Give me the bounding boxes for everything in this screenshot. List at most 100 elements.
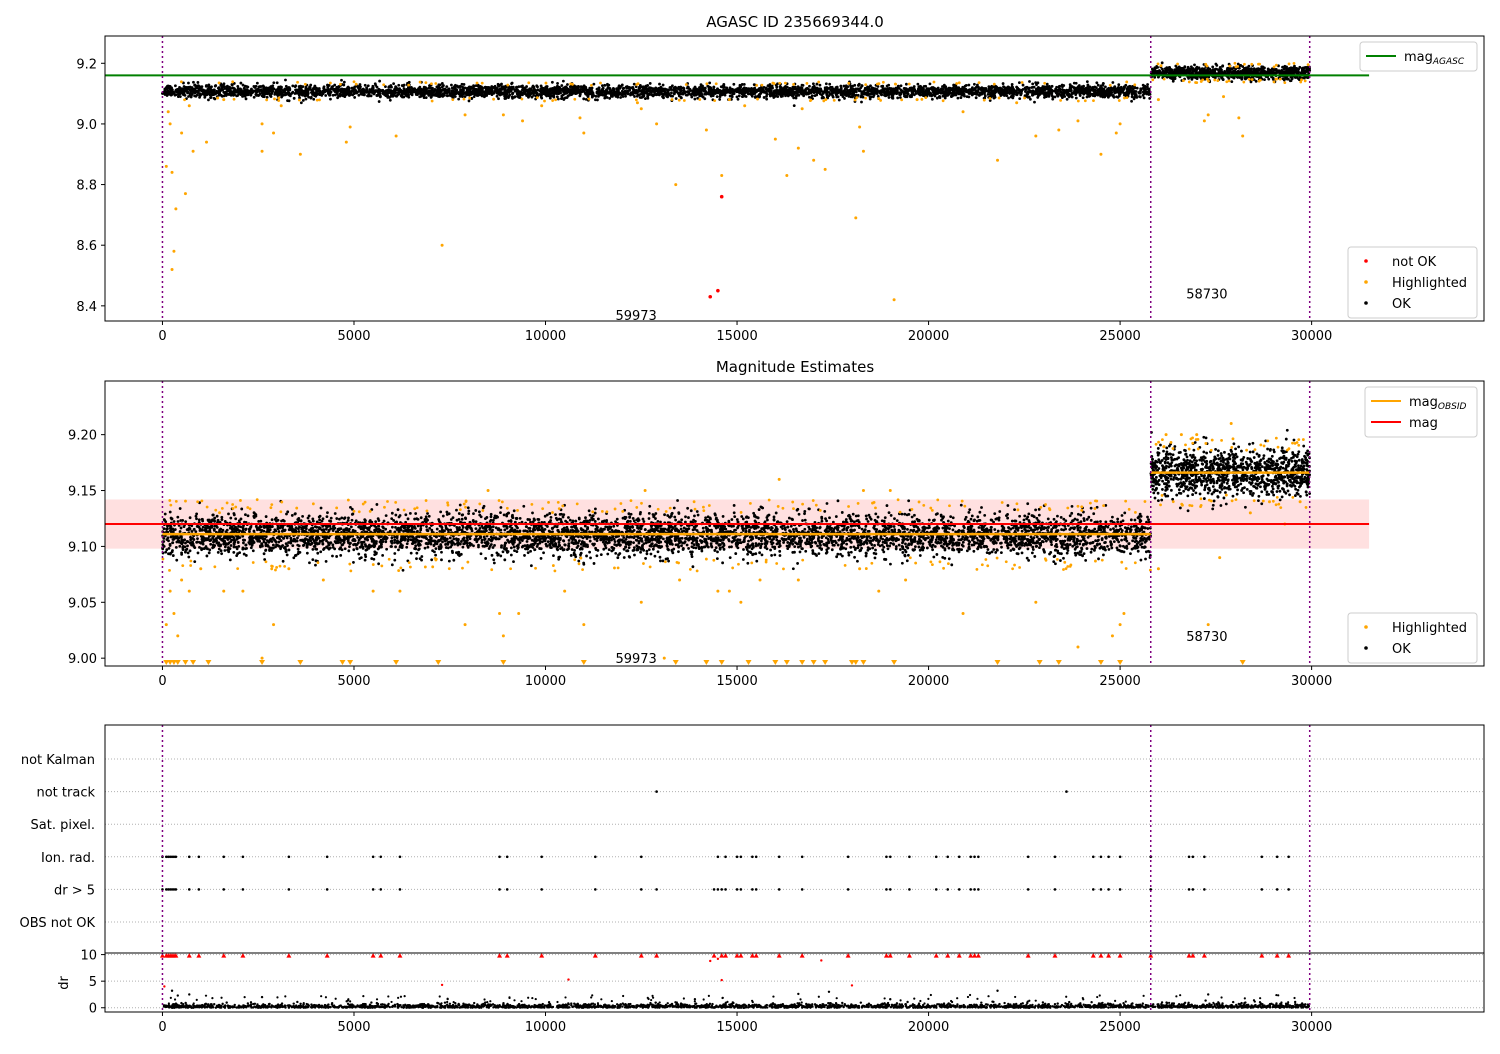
ok-point (1028, 89, 1032, 93)
ok-point (1229, 67, 1233, 71)
ok-point (693, 93, 696, 97)
ok-point (517, 95, 521, 99)
ok-point (396, 87, 400, 91)
ok-point (781, 90, 785, 93)
ok-point (565, 88, 569, 91)
ok-point (436, 88, 439, 92)
ok-point (284, 78, 287, 82)
ok-point (1037, 94, 1040, 98)
ok-point (511, 91, 515, 95)
ok-point (507, 96, 510, 99)
ok-point (871, 95, 875, 99)
ok-point (653, 89, 656, 93)
ok-point (1214, 62, 1218, 66)
ok-point (656, 93, 660, 96)
ok-point (904, 82, 908, 86)
ok-point (540, 93, 543, 97)
ok-point (863, 91, 866, 94)
ok-point (169, 93, 173, 97)
ok-point (935, 96, 939, 100)
ok-point (918, 92, 922, 96)
ok-point (860, 93, 864, 96)
ok-point (212, 96, 216, 100)
ok-point (405, 94, 409, 98)
ok-point (1074, 96, 1078, 100)
ok-point (857, 82, 861, 86)
ok-point (559, 87, 563, 91)
ok-point (1086, 83, 1090, 87)
ok-point (215, 90, 218, 94)
ok-point (1239, 63, 1243, 67)
ok-point (679, 91, 682, 95)
ok-point (586, 89, 590, 92)
ok-point (241, 94, 244, 98)
ok-point (834, 88, 838, 92)
ok-point (904, 91, 908, 94)
ok-point (808, 84, 811, 88)
ok-point (1117, 83, 1121, 87)
ok-point (284, 84, 288, 88)
ok-point (754, 95, 757, 98)
ok-point (230, 83, 234, 86)
ok-point (624, 94, 627, 98)
ok-point (1255, 67, 1259, 71)
ok-point (722, 87, 726, 91)
ok-point (223, 91, 226, 94)
ok-point (1135, 86, 1139, 90)
ok-point (582, 97, 586, 101)
ok-point (621, 95, 625, 98)
ok-point (445, 85, 449, 89)
ok-point (327, 91, 331, 94)
ok-point (193, 83, 197, 87)
ok-point (590, 88, 593, 91)
ok-point (1161, 67, 1164, 71)
ok-point (365, 87, 369, 91)
ok-point (1015, 85, 1019, 89)
ok-point (269, 85, 273, 88)
ok-point (929, 87, 932, 90)
ok-point (640, 89, 644, 92)
ok-point (529, 93, 532, 96)
ok-point (967, 92, 971, 95)
ok-point (959, 90, 963, 94)
ok-point (241, 83, 245, 87)
ok-point (993, 95, 997, 99)
ok-point (752, 87, 756, 91)
ok-point (1160, 61, 1164, 65)
ok-point (939, 87, 943, 91)
ok-point (372, 89, 376, 93)
ok-point (707, 87, 711, 91)
ok-point (762, 96, 766, 99)
ok-point (1085, 80, 1089, 84)
ok-point (976, 83, 979, 87)
ok-point (173, 93, 177, 97)
ok-point (1045, 95, 1048, 99)
ok-point (467, 89, 471, 93)
ok-point (688, 87, 691, 91)
ok-point (298, 92, 301, 96)
ok-point (745, 86, 748, 90)
ok-point (658, 82, 661, 86)
ok-point (1106, 95, 1110, 99)
ok-point (331, 93, 335, 97)
ok-point (246, 90, 249, 94)
ok-point (1002, 85, 1005, 89)
ok-point (207, 85, 211, 89)
ok-point (460, 88, 464, 92)
ok-point (1068, 85, 1072, 89)
ok-point (732, 82, 736, 86)
ok-point (594, 98, 597, 102)
ok-point (1037, 90, 1041, 93)
ok-point (993, 90, 997, 94)
ok-point (1101, 82, 1105, 86)
ok-point (527, 95, 530, 99)
ok-point (607, 83, 611, 87)
ok-point (335, 92, 339, 96)
ok-point (510, 87, 514, 91)
ok-point (292, 96, 296, 100)
ok-point (555, 95, 559, 99)
ok-point (848, 88, 852, 92)
ok-point (353, 85, 357, 89)
ok-point (1028, 97, 1032, 101)
